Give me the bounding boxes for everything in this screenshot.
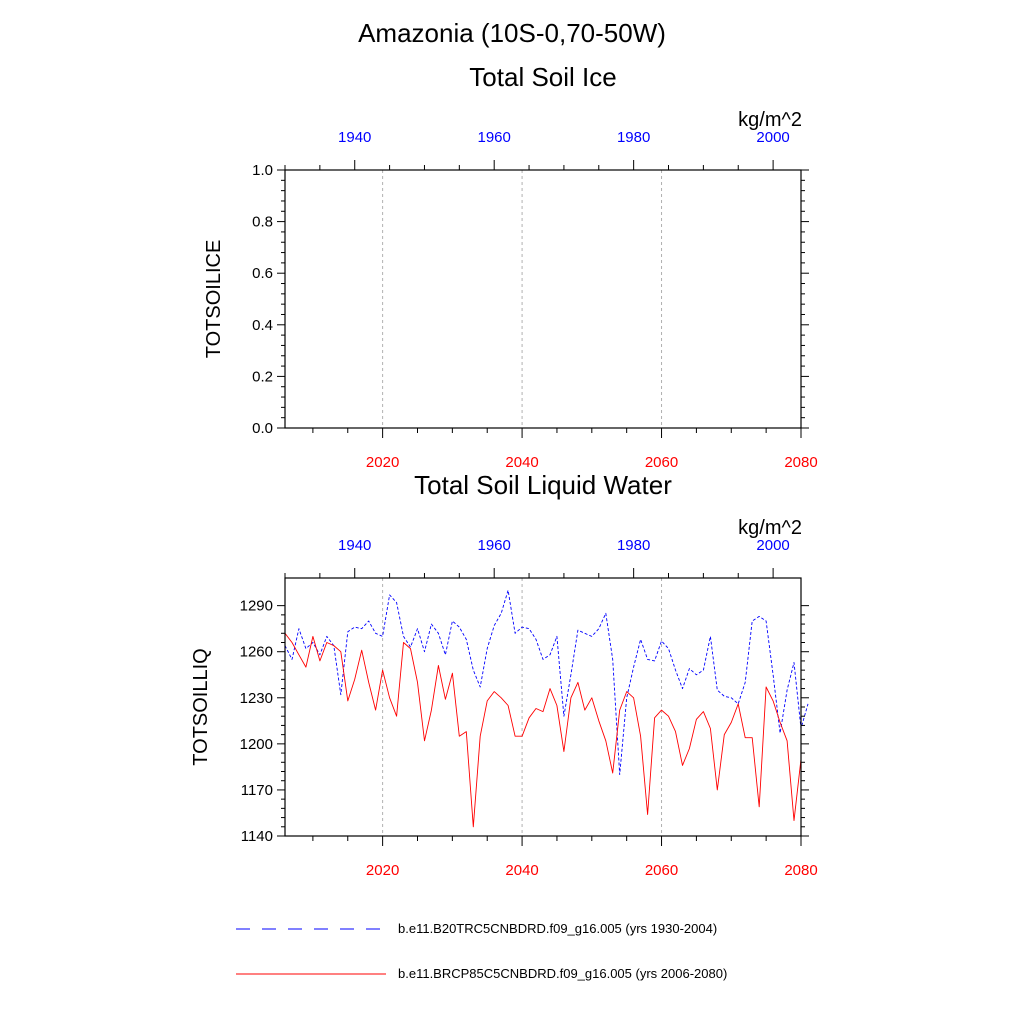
units-label: kg/m^2 (738, 517, 802, 539)
panel-total-soil-ice: Total Soil Ice kg/m^2 TOTSOILICE 0.0 0.2 0… (203, 62, 818, 471)
plot-frame (284, 577, 802, 837)
series-line-historical (284, 589, 809, 776)
chart-title: Total Soil Liquid Water (414, 470, 672, 500)
y-tick-label: 1200 (240, 736, 273, 753)
y-tick-label: 0.0 (252, 420, 273, 437)
y-tick-label: 0.4 (252, 317, 273, 334)
y-tick-label: 1260 (240, 644, 273, 661)
y-tick-label: 1170 (241, 782, 273, 799)
y-tick-label: 1.0 (252, 162, 273, 179)
legend-label-historical: b.e11.B20TRC5CNBDRD.f09_g16.005 (yrs 193… (398, 921, 717, 936)
units-label: kg/m^2 (738, 109, 802, 131)
x-tick-label-bottom: 2020 (366, 862, 399, 879)
x-tick-label-top: 1960 (478, 537, 511, 554)
x-tick-label-top: 1940 (338, 537, 371, 554)
y-tick-label: 1230 (240, 690, 273, 707)
x-tick-label-top: 2000 (756, 537, 789, 554)
x-tick-label-bottom: 2080 (784, 862, 817, 879)
x-tick-label-bottom: 2040 (505, 454, 538, 471)
x-tick-label-bottom: 2040 (505, 862, 538, 879)
y-tick-label: 1290 (240, 598, 273, 615)
x-tick-label-top: 1980 (617, 537, 650, 554)
x-tick-label-top: 1980 (617, 129, 650, 146)
main-title: Amazonia (10S-0,70-50W) (358, 18, 666, 48)
plot-frame (284, 169, 802, 429)
y-axis-label: TOTSOILLIQ (190, 648, 212, 765)
y-tick-label: 1140 (241, 828, 273, 845)
y-tick-label: 0.8 (252, 214, 273, 231)
x-tick-label-bottom: 2060 (645, 454, 678, 471)
x-tick-label-top: 2000 (756, 129, 789, 146)
y-tick-label: 0.6 (252, 265, 273, 282)
legend: b.e11.B20TRC5CNBDRD.f09_g16.005 (yrs 193… (236, 921, 727, 981)
y-tick-label: 0.2 (252, 368, 273, 385)
chart-title: Total Soil Ice (469, 62, 616, 92)
x-tick-label-top: 1940 (338, 129, 371, 146)
legend-label-rcp85: b.e11.BRCP85C5CNBDRD.f09_g16.005 (yrs 20… (398, 966, 727, 981)
x-tick-label-bottom: 2020 (366, 454, 399, 471)
x-tick-label-bottom: 2080 (784, 454, 817, 471)
series-line-rcp85 (284, 633, 802, 828)
x-tick-label-bottom: 2060 (645, 862, 678, 879)
y-axis-label: TOTSOILICE (203, 240, 225, 359)
panel-total-soil-liquid-water: Total Soil Liquid Water kg/m^2 TOTSOILLI… (190, 470, 818, 879)
x-tick-label-top: 1960 (478, 129, 511, 146)
